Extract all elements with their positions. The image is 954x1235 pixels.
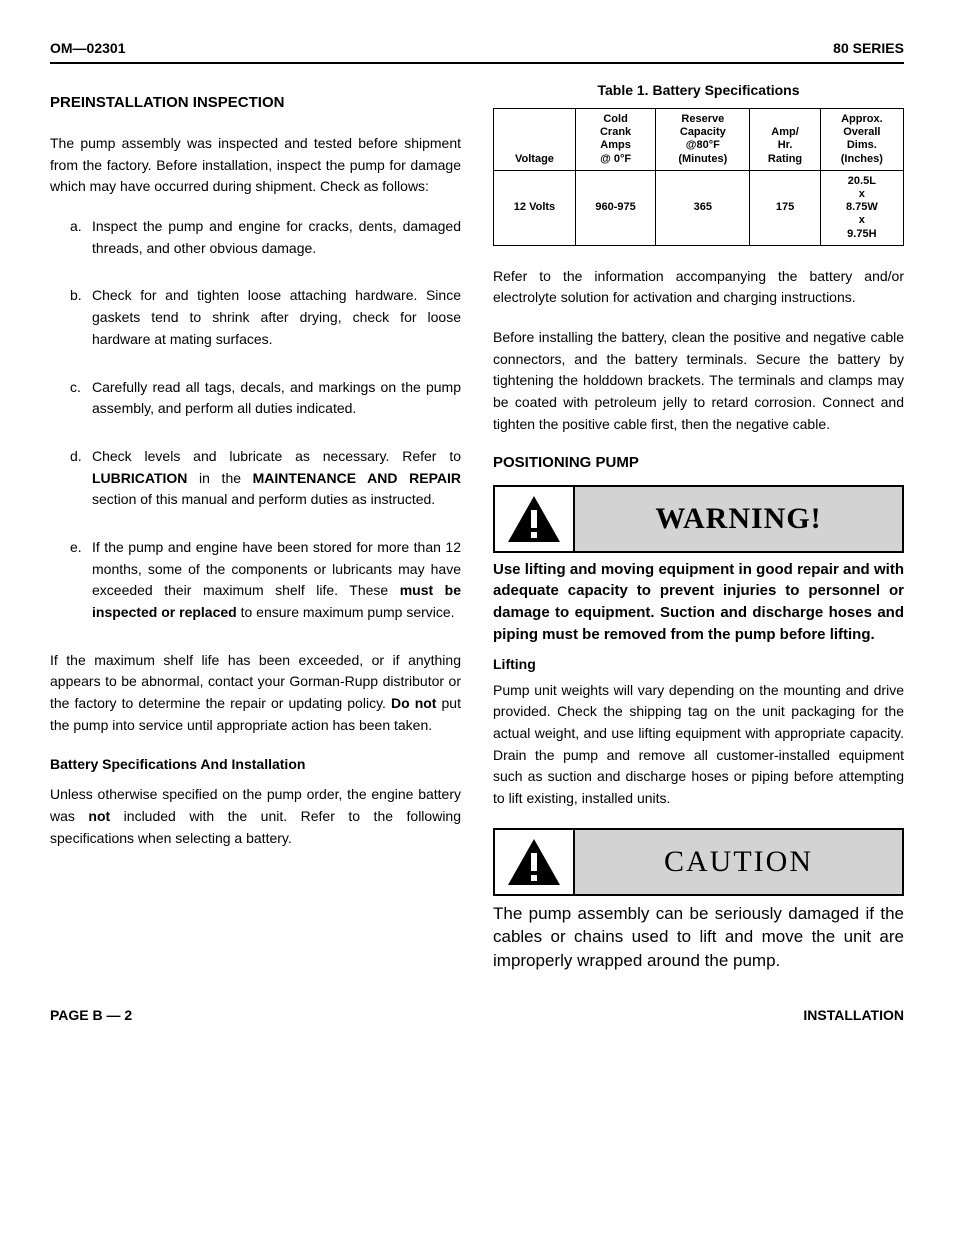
list-item: e. If the pump and engine have been stor… <box>70 537 461 624</box>
list-marker: c. <box>70 377 92 420</box>
th-cold-crank: ColdCrankAmps@ 0°F <box>575 109 655 171</box>
left-column: PREINSTALLATION INSPECTION The pump asse… <box>50 82 461 983</box>
section-title-preinstall: PREINSTALLATION INSPECTION <box>50 94 461 111</box>
list-text: Carefully read all tags, decals, and mar… <box>92 377 461 420</box>
cell-amphr: 175 <box>750 170 820 245</box>
warning-label: WARNING! <box>655 502 821 536</box>
battery-info-p1: Refer to the information accompanying th… <box>493 266 904 309</box>
list-item: b. Check for and tighten loose attaching… <box>70 285 461 350</box>
list-marker: b. <box>70 285 92 350</box>
cell-dims: 20.5Lx8.75Wx9.75H <box>820 170 903 245</box>
doc-id: OM—02301 <box>50 40 125 56</box>
list-text: Check levels and lubricate as necessary.… <box>92 446 461 511</box>
intro-paragraph: The pump assembly was inspected and test… <box>50 133 461 198</box>
warning-icon <box>495 494 573 544</box>
list-text: Check for and tighten loose attaching ha… <box>92 285 461 350</box>
caution-icon <box>495 837 573 887</box>
page-footer: PAGE B — 2 INSTALLATION <box>50 1007 904 1023</box>
table-header-row: Voltage ColdCrankAmps@ 0°F ReserveCapaci… <box>494 109 904 171</box>
list-marker: e. <box>70 537 92 624</box>
battery-spec-table: Voltage ColdCrankAmps@ 0°F ReserveCapaci… <box>493 108 904 246</box>
th-reserve: ReserveCapacity@80°F(Minutes) <box>656 109 750 171</box>
section-name: INSTALLATION <box>803 1007 904 1023</box>
list-text: If the pump and engine have been stored … <box>92 537 461 624</box>
battery-info-p2: Before installing the battery, clean the… <box>493 327 904 435</box>
content-columns: PREINSTALLATION INSPECTION The pump asse… <box>50 82 904 983</box>
list-text: Inspect the pump and engine for cracks, … <box>92 216 461 259</box>
page-number: PAGE B — 2 <box>50 1007 132 1023</box>
table-title: Table 1. Battery Specifications <box>493 82 904 98</box>
caution-label-wrap: CAUTION <box>573 830 902 894</box>
th-voltage: Voltage <box>494 109 576 171</box>
cell-voltage: 12 Volts <box>494 170 576 245</box>
shelf-life-paragraph: If the maximum shelf life has been excee… <box>50 650 461 737</box>
list-item: d. Check levels and lubricate as necessa… <box>70 446 461 511</box>
caution-label: CAUTION <box>664 845 813 879</box>
battery-heading: Battery Specifications And Installation <box>50 756 461 772</box>
list-marker: d. <box>70 446 92 511</box>
table-row: 12 Volts 960-975 365 175 20.5Lx8.75Wx9.7… <box>494 170 904 245</box>
series-label: 80 SERIES <box>833 40 904 56</box>
warning-label-wrap: WARNING! <box>573 487 902 551</box>
section-title-positioning: POSITIONING PUMP <box>493 454 904 471</box>
page-header: OM—02301 80 SERIES <box>50 40 904 64</box>
lifting-heading: Lifting <box>493 656 904 672</box>
th-dims: Approx.OverallDims.(Inches) <box>820 109 903 171</box>
warning-text: Use lifting and moving equipment in good… <box>493 559 904 646</box>
caution-text: The pump assembly can be seriously damag… <box>493 902 904 973</box>
list-item: a. Inspect the pump and engine for crack… <box>70 216 461 259</box>
cell-cca: 960-975 <box>575 170 655 245</box>
battery-paragraph: Unless otherwise specified on the pump o… <box>50 784 461 849</box>
lifting-paragraph: Pump unit weights will vary depending on… <box>493 680 904 810</box>
th-amp-hr: Amp/Hr.Rating <box>750 109 820 171</box>
warning-box: WARNING! <box>493 485 904 553</box>
caution-box: CAUTION <box>493 828 904 896</box>
right-column: Table 1. Battery Specifications Voltage … <box>493 82 904 983</box>
list-item: c. Carefully read all tags, decals, and … <box>70 377 461 420</box>
cell-reserve: 365 <box>656 170 750 245</box>
list-marker: a. <box>70 216 92 259</box>
inspection-list: a. Inspect the pump and engine for crack… <box>50 216 461 624</box>
